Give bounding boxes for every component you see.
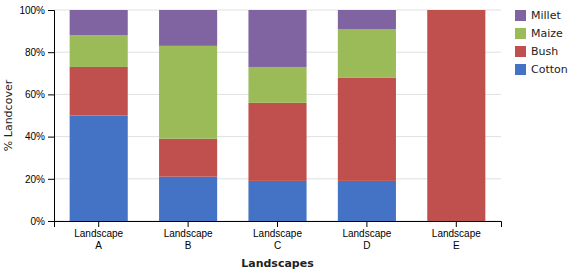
bar <box>159 10 217 46</box>
bar <box>427 10 485 221</box>
tick-label: LandscapeD <box>342 228 391 251</box>
x-axis: LandscapeALandscapeBLandscapeCLandscapeD… <box>55 221 502 251</box>
tick-mark <box>48 221 54 222</box>
bar <box>248 10 306 67</box>
y-axis-title: % Landcover <box>2 79 15 151</box>
bar <box>70 35 128 67</box>
tick-mark <box>98 221 99 227</box>
tick-label: LandscapeB <box>164 228 213 251</box>
tick-label-line: Landscape <box>253 228 302 239</box>
tick-label: 0% <box>31 216 46 227</box>
tick-label-line: B <box>185 240 192 251</box>
tick: 80% <box>25 47 54 58</box>
tick-label: 40% <box>25 131 45 142</box>
legend-item: Maize <box>515 27 563 40</box>
bar <box>159 46 217 139</box>
bars <box>70 10 486 221</box>
bar <box>338 78 396 181</box>
y-axis: 0% 20% 40% 60% 80% 100% <box>19 5 54 227</box>
legend-item: Cotton <box>515 63 568 76</box>
tick-mark <box>48 179 54 180</box>
tick-label: 60% <box>25 89 45 100</box>
tick: 20% <box>25 174 54 185</box>
tick-mark <box>48 137 54 138</box>
bar <box>248 103 306 181</box>
tick-label-line: Landscape <box>342 228 391 239</box>
bar <box>338 181 396 221</box>
tick-label: LandscapeA <box>74 228 123 251</box>
tick-mark <box>277 221 278 227</box>
tick: 100% <box>19 5 54 16</box>
tick-label: 20% <box>25 174 45 185</box>
tick-label-line: E <box>453 240 460 251</box>
legend-item: Millet <box>515 9 561 22</box>
tick-label-line: D <box>363 240 370 251</box>
tick-label-line: Landscape <box>164 228 213 239</box>
tick-label: LandscapeC <box>253 228 302 251</box>
tick-mark <box>48 94 54 95</box>
legend-label: Cotton <box>531 63 568 76</box>
tick-mark <box>48 10 54 11</box>
bar-series <box>70 10 396 67</box>
bar <box>70 116 128 222</box>
plot: 0%20%40%60%80%100%LandscapeALandscapeBLa… <box>2 5 568 270</box>
bar <box>70 67 128 116</box>
tick-label-line: C <box>274 240 281 251</box>
bar <box>248 181 306 221</box>
legend-label: Maize <box>531 27 563 40</box>
tick: 0% <box>31 216 54 227</box>
bar <box>338 10 396 29</box>
tick-label: LandscapeE <box>432 228 481 251</box>
chart: 0%20%40%60%80%100%LandscapeALandscapeBLa… <box>0 0 583 273</box>
legend-swatch <box>515 46 526 57</box>
bar <box>248 67 306 103</box>
tick-label: 100% <box>19 5 45 16</box>
legend-label: Millet <box>531 9 561 22</box>
legend-swatch <box>515 10 526 21</box>
tick-mark <box>188 221 189 227</box>
bar <box>338 29 396 78</box>
tick: LandscapeE <box>432 221 481 251</box>
tick-label-line: A <box>95 240 102 251</box>
bar-series <box>70 10 486 221</box>
tick-label: 80% <box>25 47 45 58</box>
bar <box>159 139 217 177</box>
tick-label-line: Landscape <box>74 228 123 239</box>
bar <box>70 10 128 35</box>
legend-label: Bush <box>531 45 558 58</box>
tick-mark <box>456 221 457 227</box>
axis-domain <box>55 222 502 228</box>
legend-swatch <box>515 64 526 75</box>
tick: LandscapeC <box>253 221 302 251</box>
bar <box>159 177 217 221</box>
tick: LandscapeA <box>74 221 123 251</box>
bar-series <box>70 29 396 139</box>
legend: Millet Maize Bush Cotton <box>515 9 568 76</box>
bar <box>427 10 485 11</box>
tick-mark <box>366 221 367 227</box>
tick-label-line: Landscape <box>432 228 481 239</box>
bar <box>427 10 485 11</box>
grid <box>54 10 501 221</box>
tick: LandscapeD <box>342 221 391 251</box>
axis-domain <box>48 11 55 222</box>
legend-swatch <box>515 28 526 39</box>
x-axis-title: Landscapes <box>241 257 314 270</box>
legend-item: Bush <box>515 45 558 58</box>
tick: LandscapeB <box>164 221 213 251</box>
tick: 40% <box>25 131 54 142</box>
tick-mark <box>48 52 54 53</box>
tick: 60% <box>25 89 54 100</box>
